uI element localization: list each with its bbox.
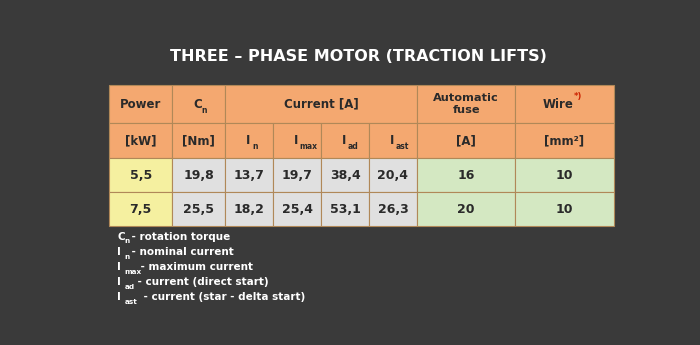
Bar <box>321 123 369 158</box>
Bar <box>321 192 369 226</box>
Text: 18,2: 18,2 <box>234 203 265 216</box>
Text: C: C <box>118 231 125 241</box>
Text: 20,4: 20,4 <box>377 169 409 182</box>
Bar <box>109 123 172 158</box>
Bar <box>515 85 614 123</box>
Text: n: n <box>125 238 130 245</box>
Text: 19,8: 19,8 <box>183 169 214 182</box>
Text: I: I <box>246 134 251 147</box>
Text: C: C <box>193 98 202 111</box>
Text: *): *) <box>573 92 582 101</box>
Bar <box>369 192 417 226</box>
Bar <box>369 123 417 158</box>
Text: 38,4: 38,4 <box>330 169 360 182</box>
Text: - current (star - delta start): - current (star - delta start) <box>140 292 305 302</box>
Text: Automatic
fuse: Automatic fuse <box>433 93 499 115</box>
Text: n: n <box>252 142 258 151</box>
Text: - rotation torque: - rotation torque <box>128 231 230 241</box>
Text: max: max <box>125 269 141 275</box>
Text: I: I <box>390 134 394 147</box>
Bar <box>172 123 225 158</box>
Bar <box>417 192 515 226</box>
Text: 19,7: 19,7 <box>281 169 313 182</box>
Text: I: I <box>118 292 121 302</box>
Bar <box>109 85 172 123</box>
Text: 25,5: 25,5 <box>183 203 214 216</box>
Text: Current [A]: Current [A] <box>284 98 358 111</box>
Text: max: max <box>300 142 318 151</box>
Bar <box>225 85 417 123</box>
Text: I: I <box>294 134 298 147</box>
Text: 16: 16 <box>458 169 475 182</box>
Text: ad: ad <box>348 142 358 151</box>
Text: 7,5: 7,5 <box>130 203 152 216</box>
Text: Wire: Wire <box>542 98 573 111</box>
Bar <box>225 158 273 192</box>
Bar <box>273 158 321 192</box>
Bar <box>515 158 614 192</box>
Bar <box>273 192 321 226</box>
Bar <box>515 123 614 158</box>
Bar <box>273 123 321 158</box>
Text: 53,1: 53,1 <box>330 203 360 216</box>
Bar <box>225 123 273 158</box>
Text: THREE – PHASE MOTOR (TRACTION LIFTS): THREE – PHASE MOTOR (TRACTION LIFTS) <box>170 49 547 63</box>
Bar <box>369 158 417 192</box>
Text: I: I <box>118 262 121 272</box>
Text: 20: 20 <box>457 203 475 216</box>
Bar <box>225 192 273 226</box>
Bar <box>172 85 225 123</box>
Text: I: I <box>342 134 346 147</box>
Text: 25,4: 25,4 <box>281 203 313 216</box>
Bar <box>515 192 614 226</box>
Text: n: n <box>125 254 130 259</box>
Text: 10: 10 <box>556 203 573 216</box>
Text: ast: ast <box>395 142 409 151</box>
Bar <box>417 123 515 158</box>
Text: 5,5: 5,5 <box>130 169 152 182</box>
Text: - maximum current: - maximum current <box>137 262 253 272</box>
Bar <box>109 192 172 226</box>
Text: ast: ast <box>125 299 137 305</box>
Text: - nominal current: - nominal current <box>128 247 234 257</box>
Text: ad: ad <box>125 284 134 290</box>
Text: [kW]: [kW] <box>125 134 157 147</box>
Text: n: n <box>202 106 207 115</box>
Text: - current (direct start): - current (direct start) <box>134 277 268 287</box>
Bar <box>417 158 515 192</box>
Bar <box>417 85 515 123</box>
Text: I: I <box>118 247 121 257</box>
Text: 13,7: 13,7 <box>234 169 265 182</box>
Text: [Nm]: [Nm] <box>182 134 215 147</box>
Text: 26,3: 26,3 <box>377 203 408 216</box>
Text: I: I <box>118 277 121 287</box>
Bar <box>172 158 225 192</box>
Bar <box>321 158 369 192</box>
Text: Power: Power <box>120 98 162 111</box>
Bar <box>172 192 225 226</box>
Bar <box>109 158 172 192</box>
Text: 10: 10 <box>556 169 573 182</box>
Text: [mm²]: [mm²] <box>545 134 584 147</box>
Text: [A]: [A] <box>456 134 476 147</box>
